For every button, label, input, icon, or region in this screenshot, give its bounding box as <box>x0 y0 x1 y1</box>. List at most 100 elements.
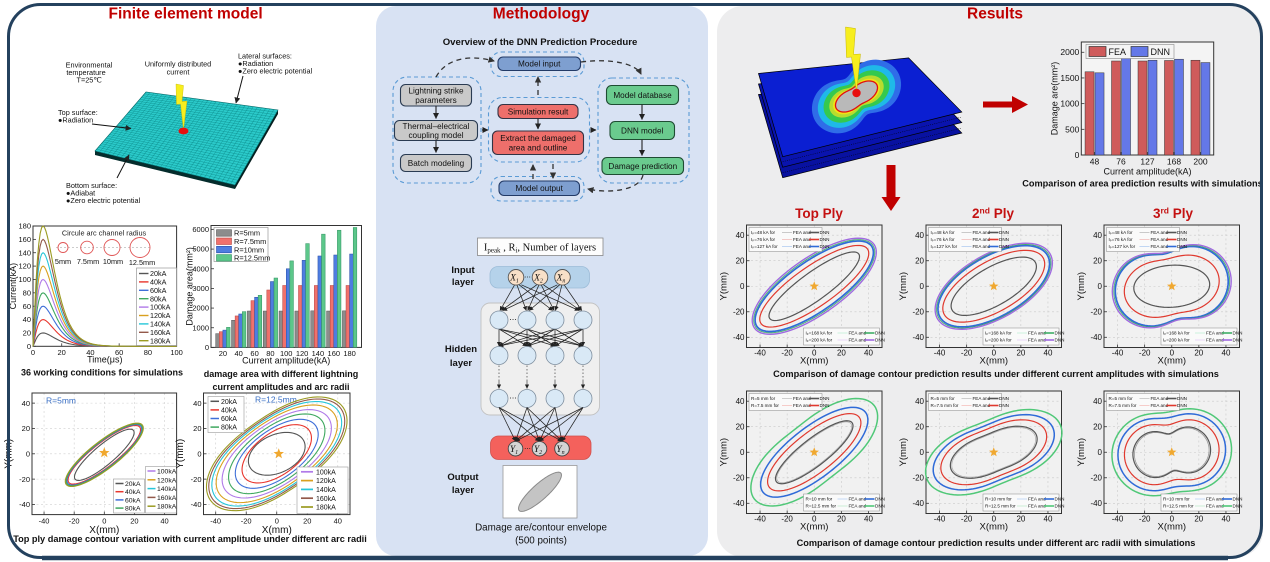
svg-text:-40: -40 <box>1090 333 1102 342</box>
svg-text:⋅⋅⋅: ⋅⋅⋅ <box>509 394 517 403</box>
svg-text:-20: -20 <box>733 308 745 317</box>
svg-text:Time(μs): Time(μs) <box>87 355 122 365</box>
svg-text:180kA: 180kA <box>157 504 177 511</box>
svg-text:Y2: Y2 <box>534 445 542 456</box>
svg-text:140kA: 140kA <box>316 487 336 494</box>
svg-text:Overview of the DNN Prediction: Overview of the DNN Prediction Procedure <box>443 37 638 48</box>
svg-text:R=10 mm for: R=10 mm for <box>1163 497 1190 502</box>
svg-text:2000: 2000 <box>1060 47 1079 57</box>
svg-text:current amplitudes and arc rad: current amplitudes and arc radii <box>212 382 349 392</box>
svg-text:Iₚ=168 kA for: Iₚ=168 kA for <box>1163 331 1190 336</box>
svg-text:Iₚ=48 kA for: Iₚ=48 kA for <box>751 230 776 235</box>
svg-text:-20: -20 <box>961 515 973 524</box>
svg-text:-20: -20 <box>1090 474 1102 483</box>
svg-text:-40: -40 <box>1112 349 1124 358</box>
svg-text:●Radiation: ●Radiation <box>58 116 93 125</box>
svg-text:FEA and: FEA and <box>1028 497 1046 502</box>
svg-text:160kA: 160kA <box>316 496 336 503</box>
svg-text:FEA and: FEA and <box>793 230 811 235</box>
svg-text:20: 20 <box>837 515 846 524</box>
svg-text:FEA and: FEA and <box>1151 396 1169 401</box>
svg-text:layer: layer <box>452 277 474 288</box>
svg-text:Bottom surface:: Bottom surface: <box>66 181 117 190</box>
svg-text:-40: -40 <box>934 349 946 358</box>
svg-text:Comparison of damage contour p: Comparison of damage contour prediction … <box>773 369 1219 379</box>
svg-text:X2: X2 <box>533 274 543 285</box>
svg-text:R=5mm: R=5mm <box>46 396 76 406</box>
svg-text:Damage prediction: Damage prediction <box>608 162 677 171</box>
svg-text:80: 80 <box>144 348 152 357</box>
svg-text:100kA: 100kA <box>316 469 336 476</box>
svg-text:-20: -20 <box>912 308 924 317</box>
svg-text:DNN: DNN <box>1177 230 1187 235</box>
svg-text:R=12.5 mm for: R=12.5 mm for <box>806 504 837 509</box>
svg-text:DNN: DNN <box>820 244 830 249</box>
svg-text:Extract the damaged: Extract the damaged <box>500 134 576 143</box>
svg-text:20: 20 <box>736 423 745 432</box>
svg-text:40: 40 <box>193 399 201 408</box>
svg-text:1000: 1000 <box>1060 99 1079 109</box>
svg-text:0: 0 <box>992 349 997 358</box>
svg-text:0: 0 <box>740 282 745 291</box>
svg-text:R=12.5 mm for: R=12.5 mm for <box>1163 504 1194 509</box>
svg-text:40: 40 <box>864 515 873 524</box>
svg-text:5mm: 5mm <box>55 257 71 266</box>
svg-text:DNN: DNN <box>1177 237 1187 242</box>
svg-text:0: 0 <box>740 448 745 457</box>
svg-text:Iₚ=168 kA for: Iₚ=168 kA for <box>806 331 833 336</box>
svg-text:Lateral surfaces:: Lateral surfaces: <box>238 52 292 61</box>
svg-text:-20: -20 <box>191 475 202 484</box>
svg-text:-40: -40 <box>934 515 946 524</box>
svg-text:40: 40 <box>1093 231 1102 240</box>
svg-text:40: 40 <box>915 397 924 406</box>
svg-text:0: 0 <box>1098 282 1103 291</box>
svg-text:160: 160 <box>18 235 31 244</box>
svg-text:Y(mm): Y(mm) <box>1076 272 1087 301</box>
svg-text:3000: 3000 <box>192 284 209 293</box>
svg-text:40: 40 <box>23 315 31 324</box>
svg-text:80kA: 80kA <box>221 425 237 432</box>
svg-text:80: 80 <box>266 349 274 358</box>
svg-text:Current amplitude(kA): Current amplitude(kA) <box>1103 167 1191 177</box>
svg-text:Iₚ=168 kA for: Iₚ=168 kA for <box>985 331 1012 336</box>
svg-text:40kA: 40kA <box>221 408 237 415</box>
svg-text:36 working conditions for simu: 36 working conditions for simulations <box>21 368 183 378</box>
svg-text:Methodology: Methodology <box>493 6 590 23</box>
svg-text:Finite element model: Finite element model <box>109 6 263 23</box>
svg-text:0: 0 <box>205 343 209 352</box>
svg-text:20: 20 <box>303 517 311 526</box>
svg-text:-20: -20 <box>781 349 793 358</box>
svg-text:40: 40 <box>736 231 745 240</box>
svg-text:DNN: DNN <box>1055 338 1065 343</box>
svg-text:FEA and: FEA and <box>793 403 811 408</box>
svg-text:Y(mm): Y(mm) <box>1076 438 1087 467</box>
svg-text:20kA: 20kA <box>150 269 167 278</box>
svg-text:3rd Ply: 3rd Ply <box>1153 206 1194 222</box>
svg-text:-20: -20 <box>961 349 973 358</box>
svg-text:120: 120 <box>296 349 309 358</box>
svg-text:damage area with different lig: damage area with different lightning <box>204 369 359 379</box>
svg-text:Iₚ=76 kA for: Iₚ=76 kA for <box>931 237 956 242</box>
svg-text:Iₚ=200 kA for: Iₚ=200 kA for <box>985 338 1012 343</box>
svg-text:FEA and: FEA and <box>849 497 867 502</box>
svg-text:FEA and: FEA and <box>973 230 991 235</box>
svg-text:0: 0 <box>31 348 35 357</box>
svg-text:Uniformly distributed: Uniformly distributed <box>145 60 212 69</box>
svg-text:-20: -20 <box>733 474 745 483</box>
svg-text:40: 40 <box>1222 515 1231 524</box>
svg-text:120kA: 120kA <box>157 477 177 484</box>
svg-text:40: 40 <box>160 517 168 526</box>
svg-text:100: 100 <box>18 275 31 284</box>
svg-text:Top surface:: Top surface: <box>58 108 98 117</box>
svg-text:140kA: 140kA <box>157 486 177 493</box>
svg-text:R=10 mm for: R=10 mm for <box>806 497 833 502</box>
svg-text:DNN: DNN <box>1233 504 1243 509</box>
svg-text:100: 100 <box>170 348 183 357</box>
svg-text:DNN: DNN <box>1177 396 1187 401</box>
svg-text:100kA: 100kA <box>157 469 177 476</box>
svg-text:Simulation result: Simulation result <box>508 108 569 117</box>
svg-text:DNN: DNN <box>875 497 885 502</box>
svg-text:area and outline: area and outline <box>509 143 568 152</box>
svg-text:Iₚ=200 kA for: Iₚ=200 kA for <box>806 338 833 343</box>
svg-text:R=7.5 mm for: R=7.5 mm for <box>931 403 959 408</box>
